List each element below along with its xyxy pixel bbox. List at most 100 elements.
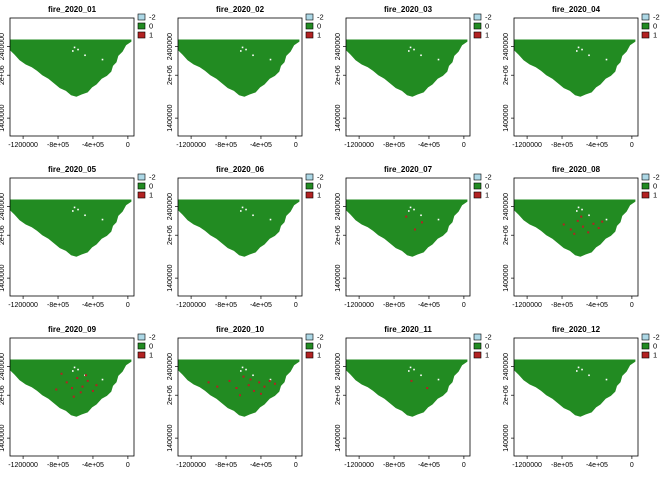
fire-cell xyxy=(569,228,572,231)
lake-cell xyxy=(581,208,583,211)
legend-swatch xyxy=(137,173,146,181)
y-tick-label: 2400000 xyxy=(167,353,174,380)
legend-label: -2 xyxy=(485,333,492,342)
x-tick-label: -8e+05 xyxy=(215,302,237,309)
lake-cell xyxy=(577,46,580,49)
map-panel: fire_2020_04 -1200000 -8e+05 -4e+05 0 1400000… xyxy=(503,5,660,149)
lake-cell xyxy=(409,46,412,49)
fire-cell xyxy=(60,372,63,375)
land-raster xyxy=(346,39,468,97)
x-tick-label: -8e+05 xyxy=(383,462,405,469)
fire-cell xyxy=(252,389,255,392)
land-raster xyxy=(178,39,300,97)
x-tick-label: 0 xyxy=(462,462,466,469)
lake-cell xyxy=(408,50,410,52)
x-tick-label: -8e+05 xyxy=(47,302,69,309)
panel-title: fire_2020_06 xyxy=(216,165,265,174)
x-tick-label: -8e+05 xyxy=(551,302,573,309)
x-tick-label: -8e+05 xyxy=(383,302,405,309)
legend-label: 0 xyxy=(485,342,489,351)
x-tick-label: -4e+05 xyxy=(82,462,104,469)
x-tick-label: 0 xyxy=(294,462,298,469)
y-tick-label: 2e+06 xyxy=(0,225,6,245)
fire-cell xyxy=(81,385,84,388)
x-tick-label: -8e+05 xyxy=(215,142,237,149)
legend-label: 0 xyxy=(653,342,657,351)
plot-frame xyxy=(345,337,471,457)
map-panel: fire_2020_06 -1200000 -8e+05 -4e+05 0 1400000… xyxy=(167,165,324,309)
x-tick-label: -4e+05 xyxy=(250,302,272,309)
fire-cell xyxy=(72,395,75,398)
lake-cell xyxy=(605,378,608,381)
map-panel: fire_2020_09 -1200000 -8e+05 -4e+05 0 1400000… xyxy=(0,325,156,469)
x-tick-label: -4e+05 xyxy=(82,142,104,149)
fire-cell xyxy=(263,385,266,388)
y-tick-label: 2400000 xyxy=(167,33,174,60)
land-raster xyxy=(178,359,300,417)
legend-label: 0 xyxy=(317,342,321,351)
legend-label: 0 xyxy=(485,182,489,191)
lake-cell xyxy=(72,210,74,212)
fire-cell xyxy=(410,379,413,382)
legend-label: 0 xyxy=(317,182,321,191)
lake-cell xyxy=(245,208,247,211)
y-tick-label: 2400000 xyxy=(335,193,342,220)
x-tick-label: -1200000 xyxy=(344,462,374,469)
x-tick-label: -1200000 xyxy=(8,142,38,149)
x-tick-label: 0 xyxy=(462,302,466,309)
lake-cell xyxy=(252,54,254,57)
lake-cell xyxy=(241,46,244,49)
x-tick-label: -4e+05 xyxy=(250,142,272,149)
legend-swatch xyxy=(473,173,482,181)
lake-cell xyxy=(73,366,76,369)
fire-cell xyxy=(95,384,98,387)
y-tick-label: 1400000 xyxy=(335,264,342,291)
y-tick-label: 2400000 xyxy=(503,353,510,380)
legend-swatch xyxy=(305,22,314,30)
x-tick-label: 0 xyxy=(630,302,634,309)
x-tick-label: -8e+05 xyxy=(215,462,237,469)
legend-swatch xyxy=(473,351,482,359)
legend-label: -2 xyxy=(317,13,324,22)
legend-swatch xyxy=(473,22,482,30)
panel-title: fire_2020_07 xyxy=(384,165,433,174)
lake-cell xyxy=(73,46,76,49)
plot-frame xyxy=(513,337,639,457)
fire-cell xyxy=(239,394,241,397)
legend-swatch xyxy=(641,13,650,21)
lake-cell xyxy=(408,210,410,212)
x-tick-label: -4e+05 xyxy=(82,302,104,309)
fire-cell xyxy=(592,222,595,225)
y-tick-label: 1400000 xyxy=(503,104,510,131)
lake-cell xyxy=(84,54,86,57)
legend-label: 1 xyxy=(317,191,321,200)
lake-cell xyxy=(437,58,440,61)
lake-cell xyxy=(269,378,272,381)
fire-cell xyxy=(258,381,261,384)
panel-title: fire_2020_04 xyxy=(552,5,601,14)
fire-cell xyxy=(597,227,600,230)
land-raster xyxy=(514,359,636,417)
y-tick-label: 1400000 xyxy=(0,104,6,131)
y-tick-label: 1400000 xyxy=(0,424,6,451)
lake-cell xyxy=(72,50,74,52)
lake-cell xyxy=(269,58,272,61)
lake-cell xyxy=(413,48,415,51)
legend-label: -2 xyxy=(149,13,156,22)
y-tick-label: 1400000 xyxy=(0,264,6,291)
legend-swatch xyxy=(305,351,314,359)
lake-cell xyxy=(252,374,254,377)
legend-label: -2 xyxy=(317,173,324,182)
legend-label: -2 xyxy=(653,173,660,182)
x-tick-label: -8e+05 xyxy=(47,462,69,469)
fire-cell xyxy=(426,387,429,390)
x-tick-label: -1200000 xyxy=(344,302,374,309)
legend-label: 1 xyxy=(149,31,153,40)
panel-title: fire_2020_10 xyxy=(216,325,265,334)
land-raster xyxy=(346,359,468,417)
fire-cell xyxy=(71,387,73,390)
lake-cell xyxy=(588,54,590,57)
legend-label: -2 xyxy=(485,173,492,182)
panel-title: fire_2020_08 xyxy=(552,165,601,174)
plot-frame xyxy=(345,177,471,297)
